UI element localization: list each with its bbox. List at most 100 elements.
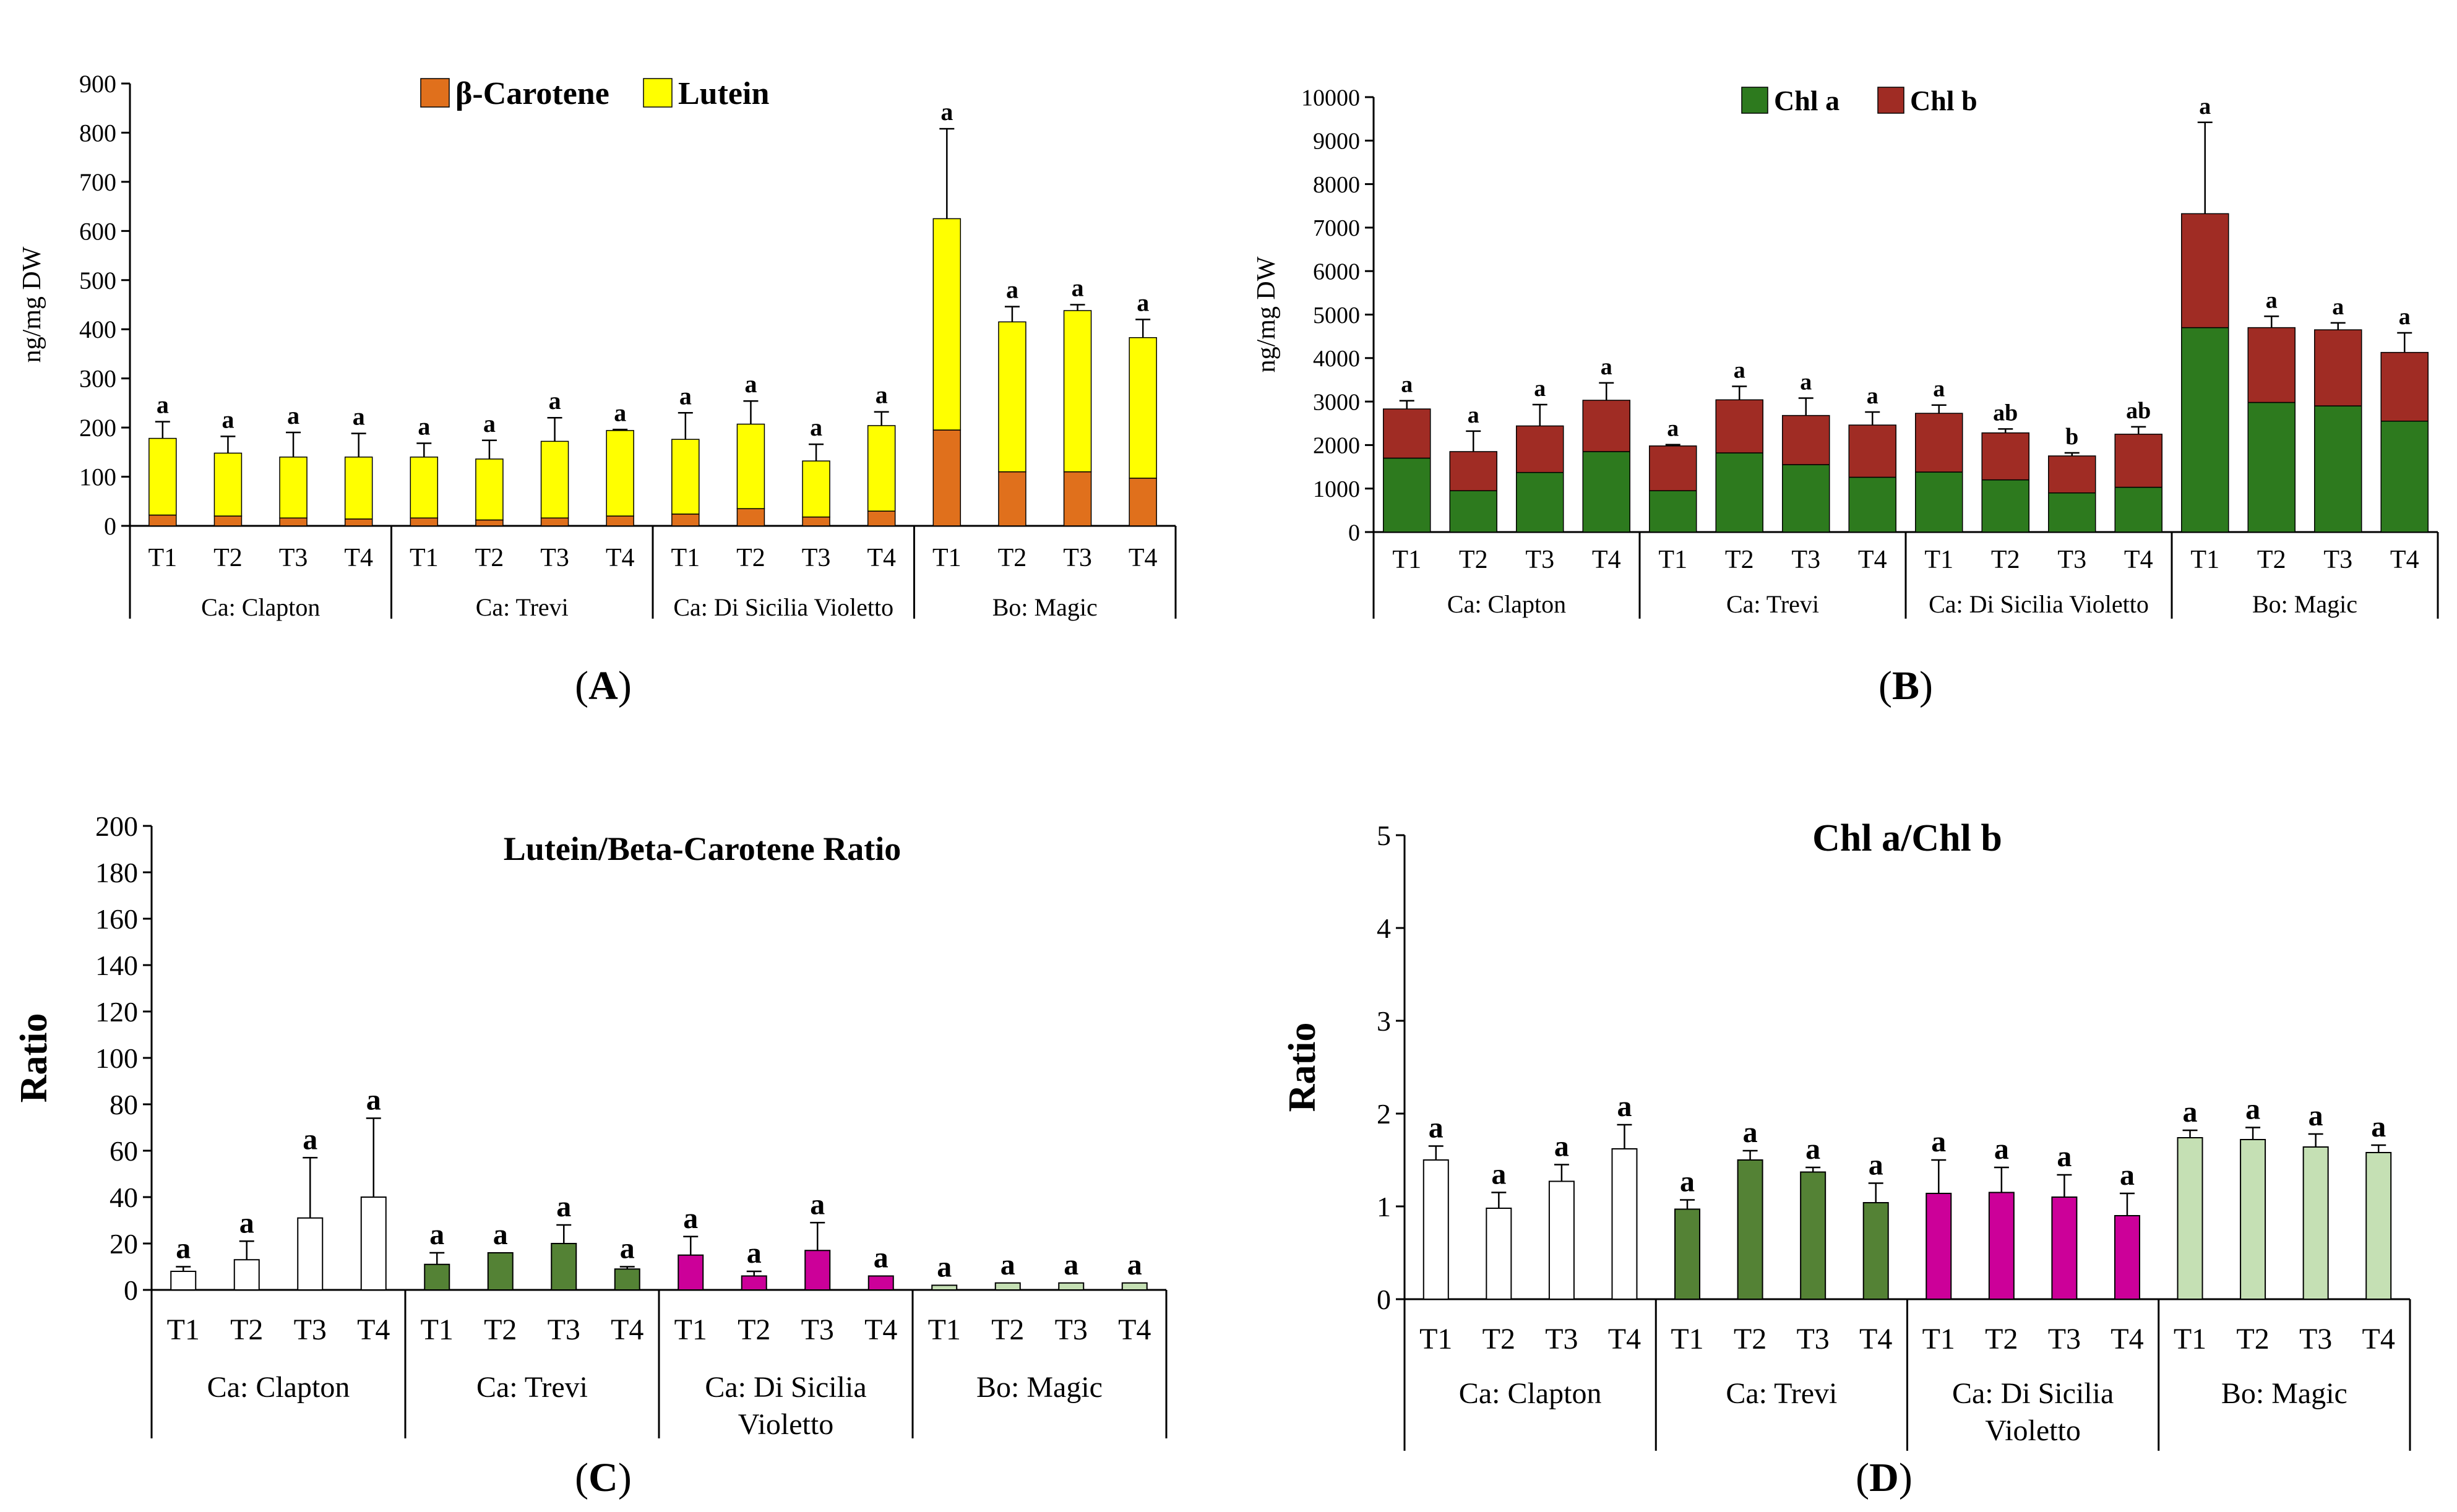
significance-letter: a <box>1734 357 1745 383</box>
y-tick-label: 180 <box>95 857 138 888</box>
significance-letter: a <box>2057 1140 2072 1173</box>
x-category-label: T2 <box>230 1313 263 1346</box>
bar-beta-carotene <box>148 514 177 526</box>
bar-chl-b <box>1383 408 1431 459</box>
significance-letter: a <box>1994 1133 2009 1166</box>
bar-lutein <box>867 425 896 512</box>
y-tick-label: 200 <box>95 810 138 842</box>
bar-chl-a <box>2181 327 2229 533</box>
x-category-label: T2 <box>736 544 765 572</box>
x-category-label: T2 <box>2257 546 2286 574</box>
group-label: Violetto <box>738 1408 833 1441</box>
bar-chl-b <box>1516 425 1564 473</box>
x-category-label: T4 <box>2111 1323 2143 1355</box>
significance-letter: a <box>1800 369 1812 395</box>
bar-lutein <box>802 460 830 518</box>
bar <box>1988 1192 2015 1300</box>
bar <box>424 1263 450 1291</box>
group-label: Ca: Di Sicilia <box>1952 1377 2114 1410</box>
bar-beta-carotene <box>606 515 634 526</box>
bar <box>1611 1148 1638 1300</box>
bar-chl-b <box>1782 415 1830 465</box>
bar <box>1862 1202 1889 1300</box>
significance-letter: a <box>483 410 496 437</box>
x-category-label: T3 <box>1525 546 1554 574</box>
group-label: Ca: Di Sicilia <box>705 1371 866 1404</box>
bar-beta-carotene <box>1129 478 1157 526</box>
bar-beta-carotene <box>671 513 700 526</box>
significance-letter: a <box>2245 1093 2260 1126</box>
bar-chl-a <box>1516 471 1564 533</box>
bar <box>678 1254 704 1291</box>
bar <box>2302 1146 2329 1300</box>
bar-lutein <box>213 452 243 517</box>
bar-chl-a <box>1582 451 1630 533</box>
x-category-label: T4 <box>1592 546 1621 574</box>
significance-letter: a <box>556 1190 571 1223</box>
legend-label: Lutein <box>678 76 769 111</box>
group-label: Violetto <box>1985 1414 2080 1447</box>
bar-chl-a <box>1715 452 1763 533</box>
bar <box>867 1275 894 1291</box>
x-category-label: T1 <box>1922 1323 1955 1355</box>
bar <box>614 1268 640 1291</box>
x-category-label: T2 <box>475 544 504 572</box>
bar-chl-b <box>2114 434 2162 488</box>
bar-beta-carotene <box>998 471 1026 526</box>
bar-beta-carotene <box>867 510 896 526</box>
significance-letter: a <box>287 402 299 429</box>
x-category-label: T3 <box>2057 546 2086 574</box>
significance-letter: a <box>940 98 953 126</box>
bar-chl-a <box>1848 476 1896 533</box>
y-tick-label: 3000 <box>1313 389 1360 415</box>
significance-letter: a <box>1601 354 1612 380</box>
x-category-label: T4 <box>357 1313 390 1346</box>
y-tick-label: 120 <box>95 996 138 1028</box>
bar-chl-b <box>2380 351 2429 422</box>
bar-lutein <box>279 457 308 519</box>
y-tick-label: 4000 <box>1313 346 1360 372</box>
x-category-label: T2 <box>2236 1323 2269 1355</box>
bar-beta-carotene <box>1063 471 1092 526</box>
significance-letter: ab <box>1993 400 2018 426</box>
bar-chl-a <box>1915 471 1963 533</box>
group-label: Ca: Clapton <box>201 593 320 621</box>
y-tick-label: 500 <box>79 267 116 294</box>
significance-letter: a <box>157 391 169 419</box>
bar-chl-b <box>1649 445 1697 491</box>
significance-letter: a <box>1933 376 1945 402</box>
x-category-label: T3 <box>548 1313 580 1346</box>
x-category-label: T1 <box>928 1313 961 1346</box>
x-category-label: T2 <box>1734 1323 1766 1355</box>
significance-letter: a <box>353 403 365 431</box>
x-category-label: T2 <box>1991 546 2020 574</box>
x-category-label: T2 <box>1482 1323 1515 1355</box>
x-category-label: T1 <box>1658 546 1687 574</box>
x-category-label: T3 <box>1796 1323 1829 1355</box>
x-category-label: T1 <box>410 544 439 572</box>
bar-beta-carotene <box>279 517 308 526</box>
chart-title: Lutein/Beta-Carotene Ratio <box>504 830 901 867</box>
x-category-label: T3 <box>1063 544 1092 572</box>
significance-letter: a <box>1554 1130 1569 1163</box>
x-category-label: T2 <box>213 544 243 572</box>
bar-beta-carotene <box>540 517 569 526</box>
x-category-label: T1 <box>1392 546 1421 574</box>
bar-chl-a <box>1649 490 1697 533</box>
y-tick-label: 0 <box>1377 1284 1391 1315</box>
significance-letter: a <box>1805 1133 1820 1166</box>
significance-letter: a <box>1429 1112 1444 1145</box>
significance-letter: a <box>303 1123 317 1156</box>
bar-chl-b <box>2314 329 2362 406</box>
significance-letter: a <box>614 398 626 426</box>
significance-letter: a <box>810 1188 825 1221</box>
bar <box>2114 1215 2140 1300</box>
bar-chl-a <box>1383 457 1431 533</box>
bar-chl-a <box>1449 490 1497 533</box>
bar <box>1058 1282 1085 1291</box>
y-tick-label: 7000 <box>1313 215 1360 241</box>
y-tick-label: 160 <box>95 903 138 935</box>
significance-letter: a <box>937 1251 952 1284</box>
x-category-label: T1 <box>674 1313 707 1346</box>
